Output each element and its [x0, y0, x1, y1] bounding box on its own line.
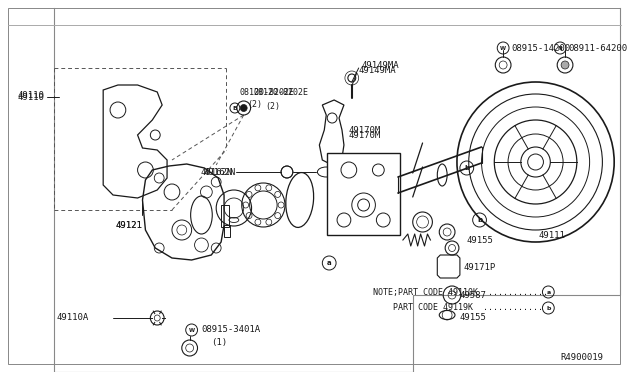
Text: 08120-8202E: 08120-8202E — [240, 87, 295, 96]
Text: 49149MA: 49149MA — [358, 65, 396, 74]
Text: 08911-64200: 08911-64200 — [568, 44, 627, 52]
Circle shape — [561, 61, 569, 69]
Text: 49110: 49110 — [18, 93, 45, 102]
Text: a: a — [547, 289, 550, 295]
Text: 49162N: 49162N — [204, 167, 236, 176]
Text: 08120-8202E: 08120-8202E — [253, 87, 308, 96]
Text: R4900019: R4900019 — [560, 353, 603, 362]
Text: 08915-3401A: 08915-3401A — [202, 326, 260, 334]
Text: 49170M: 49170M — [349, 125, 381, 135]
Text: 49149MA: 49149MA — [362, 61, 399, 70]
Text: 49121: 49121 — [116, 221, 143, 230]
Text: 49171P: 49171P — [464, 263, 496, 273]
Text: (1): (1) — [211, 339, 227, 347]
Text: (2): (2) — [248, 99, 262, 109]
Text: a: a — [327, 260, 332, 266]
Text: 49155: 49155 — [460, 314, 487, 323]
Text: W: W — [500, 45, 506, 51]
Text: 08915-14200: 08915-14200 — [511, 44, 570, 52]
Text: W: W — [189, 327, 195, 333]
Circle shape — [240, 105, 247, 112]
Text: b: b — [546, 305, 550, 311]
Bar — [224, 225, 230, 237]
Text: b: b — [477, 217, 482, 223]
Text: b: b — [464, 165, 469, 171]
Bar — [221, 205, 229, 227]
FancyBboxPatch shape — [327, 153, 400, 235]
Text: B: B — [232, 106, 237, 110]
Text: 49155: 49155 — [467, 235, 493, 244]
Text: 49110A: 49110A — [57, 314, 89, 323]
Text: 49587: 49587 — [460, 291, 487, 299]
Text: 49110: 49110 — [18, 90, 45, 99]
Text: N: N — [558, 45, 563, 51]
Text: NOTE;PART CODE 49110K  ............: NOTE;PART CODE 49110K ............ — [373, 288, 548, 296]
Text: 49121: 49121 — [116, 221, 143, 230]
Text: 49111: 49111 — [538, 231, 565, 240]
Text: 49170M: 49170M — [349, 131, 381, 140]
Text: PART CODE 49119K  ............: PART CODE 49119K ............ — [393, 304, 543, 312]
Text: 49162N: 49162N — [201, 167, 233, 176]
Text: (2): (2) — [266, 102, 280, 110]
